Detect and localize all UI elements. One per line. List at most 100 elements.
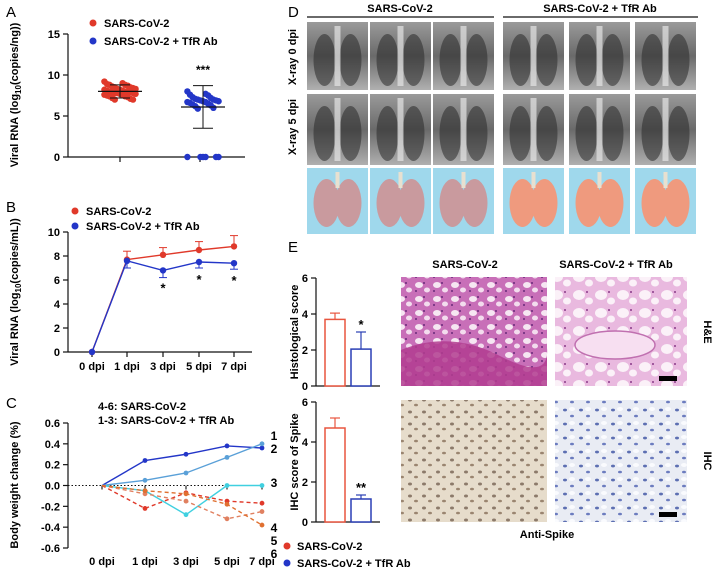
c-annotation-2: 1-3: SARS-CoV-2 + TfR Ab [98, 415, 234, 427]
a-legend-label-red: SARS-CoV-2 [104, 18, 169, 30]
e-bar [324, 427, 346, 523]
panel-label-b: B [6, 199, 16, 216]
e-legend: SARS-CoV-2 SARS-CoV-2 + TfR Ab [283, 541, 411, 570]
d-lung-trachea [531, 172, 536, 188]
d-xray-spine [460, 98, 467, 161]
d-lung-right-lobe [398, 179, 425, 227]
e-ytick-label: 6 [302, 273, 308, 285]
b-legend-marker-red [71, 207, 79, 215]
d-lung-right-lobe [531, 179, 558, 227]
d-xray-lung-right [402, 34, 425, 86]
a-point [111, 96, 119, 103]
e-scale-bar-he [659, 376, 677, 381]
a-legend-marker-blue [89, 37, 97, 45]
a-point [202, 153, 209, 161]
b-xtick-label: 3 dpi [150, 361, 176, 373]
a-legend-label-blue: SARS-CoV-2 + TfR Ab [104, 36, 218, 48]
d-row-label-5dpi: X-ray 5 dpi [287, 99, 299, 155]
e-bar [350, 498, 372, 523]
c-series-line [101, 484, 263, 526]
panel-label-c: C [6, 395, 17, 412]
e-caption: Anti-Spike [520, 529, 574, 541]
a-point [129, 96, 137, 103]
d-lung-trachea [398, 172, 403, 188]
d-xray-lung-right [667, 106, 690, 161]
c-xtick-label: 0 dpi [89, 556, 115, 568]
c-point [142, 488, 148, 494]
c-ytick-label: 0.2 [45, 460, 60, 472]
d-row-label-0dpi: X-ray 0 dpi [287, 29, 299, 85]
b-point [159, 267, 167, 274]
e-he-vessel [574, 330, 656, 360]
panel-a-scatter: 0 5 10 15 Viral RNA (log10(copies/ng)) SARS… [9, 18, 245, 167]
a-point [215, 153, 222, 161]
c-series-line [101, 445, 263, 487]
c-ytick-label: -0.6 [41, 543, 60, 555]
panel-label-e: E [288, 239, 298, 256]
d-xray-lung-right [402, 106, 425, 161]
c-point [259, 500, 265, 506]
d-lung-trachea [663, 172, 668, 188]
b-point [159, 251, 167, 258]
d-xray-spine [596, 98, 603, 161]
b-legend-label-blue: SARS-CoV-2 + TfR Ab [86, 221, 200, 233]
panel-c-line: -0.6 -0.4 -0.2 0.0 0.2 0.4 0.6 0 dpi 1 dpi 3 dpi… [9, 401, 278, 568]
a-ytick-label: 5 [54, 111, 60, 123]
a-point [215, 98, 222, 105]
c-xtick-label: 3 dpi [173, 556, 199, 568]
c-series-line [101, 443, 263, 487]
e-col-right-label: SARS-CoV-2 + TfR Ab [559, 259, 673, 271]
d-xray-lung-left [641, 34, 664, 86]
e-bar [350, 348, 372, 387]
d-xray-lung-left [575, 34, 598, 86]
a-legend-marker-red [89, 19, 97, 27]
c-point [183, 491, 189, 497]
b-point [195, 258, 203, 266]
e-legend-marker-red [283, 542, 291, 550]
e-y-axis-label: Histological score [289, 285, 301, 380]
a-ytick-label: 15 [48, 29, 60, 41]
c-point [142, 458, 148, 463]
d-xray-lung-right [667, 34, 690, 86]
c-point [259, 445, 265, 451]
e-col-left-label: SARS-CoV-2 [432, 259, 497, 271]
c-point [259, 522, 265, 528]
c-series-label: 4 [271, 521, 278, 535]
c-xtick-label: 7 dpi [249, 556, 275, 568]
d-lung-right-lobe [335, 179, 362, 227]
d-xray-lung-left [439, 106, 462, 161]
c-y-axis-label: Body weight change (%) [9, 421, 21, 548]
e-ytick-label: 6 [302, 397, 308, 409]
c-ytick-label: 0.0 [45, 481, 60, 493]
c-point [224, 501, 230, 507]
d-xray-lung-left [376, 106, 399, 161]
b-ytick-label: 10 [48, 227, 60, 239]
b-xtick-label: 5 dpi [186, 361, 212, 373]
d-xray-lung-right [535, 106, 558, 161]
d-xray-spine [596, 26, 603, 86]
b-legend-marker-blue [71, 222, 79, 230]
d-xray-lung-left [376, 34, 399, 86]
e-significance: * [358, 317, 364, 332]
b-point [230, 243, 238, 250]
a-point [132, 90, 139, 98]
d-lung-left-lobe [439, 179, 466, 227]
c-ytick-label: -0.2 [41, 501, 60, 513]
e-legend-label-red: SARS-CoV-2 [297, 541, 362, 553]
b-point [195, 246, 203, 254]
d-xray-lung-right [465, 106, 488, 161]
c-point [259, 483, 265, 488]
c-point [259, 509, 265, 514]
d-xray-lung-left [313, 106, 336, 161]
d-lung-left-lobe [641, 179, 668, 227]
c-xtick-label: 5 dpi [214, 556, 240, 568]
e-ytick-label: 0 [302, 381, 308, 393]
c-point [142, 506, 148, 511]
d-xray-lung-right [601, 34, 624, 86]
c-series-label: 2 [271, 442, 278, 456]
c-series-label: 3 [271, 476, 278, 490]
a-legend: SARS-CoV-2 SARS-CoV-2 + TfR Ab [89, 18, 218, 48]
c-point [183, 470, 189, 476]
d-xray-lung-left [509, 106, 532, 161]
